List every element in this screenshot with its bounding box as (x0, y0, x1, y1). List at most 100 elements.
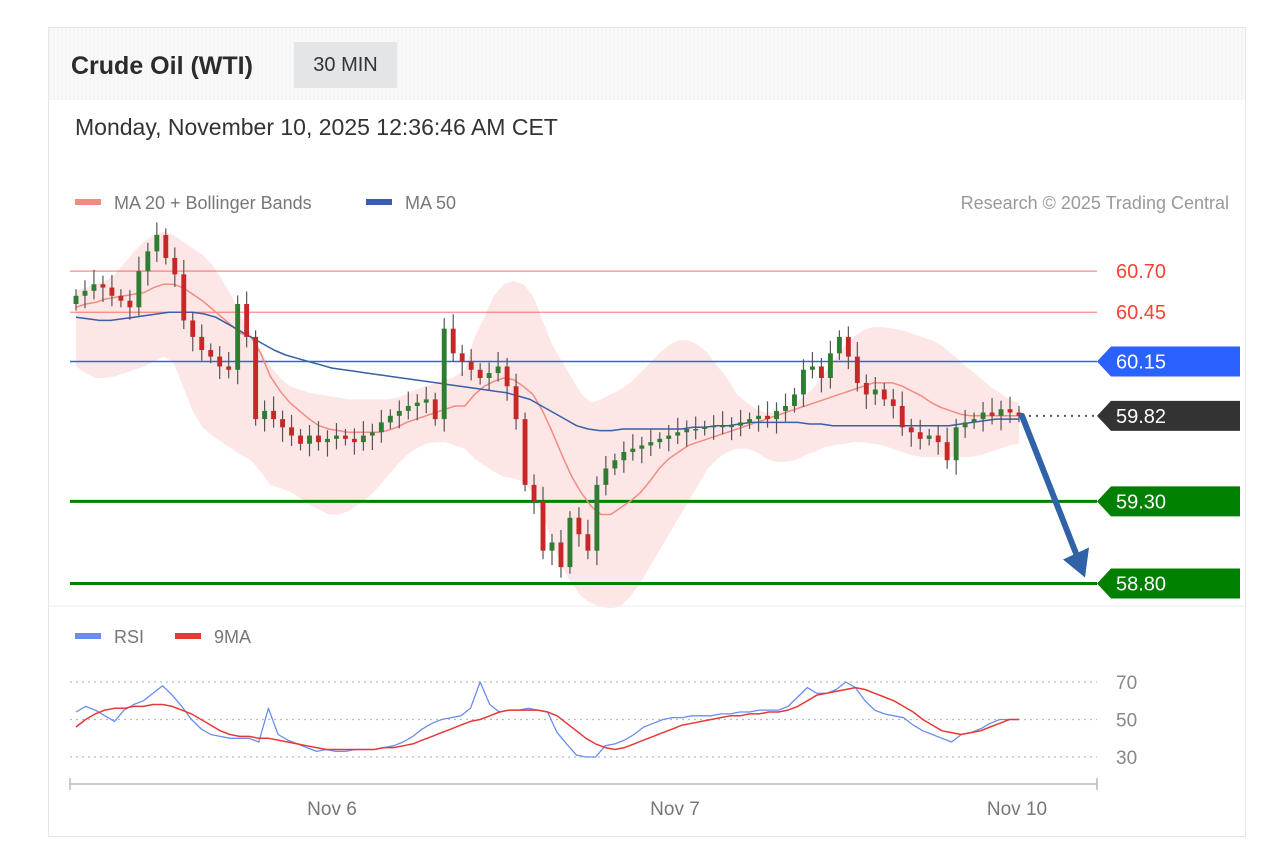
candle-body (316, 435, 321, 443)
ma20-legend-label: MA 20 + Bollinger Bands (114, 193, 312, 213)
candle-body (845, 336, 851, 357)
rsi-tick-label: 30 (1116, 748, 1137, 769)
candle-body (612, 460, 618, 469)
candle-body (702, 427, 708, 429)
candle-body (100, 284, 106, 288)
candle-body (747, 419, 753, 423)
ma20-legend-swatch (75, 199, 101, 205)
candle-body (513, 386, 519, 420)
candle-body (899, 405, 905, 428)
candle-body (783, 405, 788, 411)
candle-body (504, 366, 510, 387)
candle-body (190, 320, 196, 337)
candle-body (585, 534, 591, 551)
candle-body (271, 410, 277, 420)
candle-body (567, 517, 573, 568)
candle-body (989, 412, 995, 416)
candle-body (980, 412, 986, 420)
chart-datetime: Monday, November 10, 2025 12:36:46 AM CE… (75, 114, 558, 140)
candle-body (666, 435, 672, 439)
resistance-label: 60.45 (1116, 302, 1166, 324)
candle-body (450, 328, 456, 354)
candle-body (477, 369, 483, 378)
x-tick-label: Nov 6 (307, 799, 357, 820)
candle-body (226, 366, 232, 370)
rsi-legend-label: RSI (114, 627, 144, 647)
candle-body (863, 382, 869, 395)
candle-body (109, 287, 115, 296)
candle-body (459, 353, 465, 362)
candle-body (486, 373, 492, 378)
candle-body (396, 410, 402, 416)
candle-body (73, 295, 79, 304)
candle-body (917, 432, 923, 439)
candle-body (854, 356, 860, 383)
candle-body (235, 304, 241, 370)
candle-body (720, 425, 726, 428)
candle-body (774, 410, 779, 420)
candle-body (82, 290, 88, 296)
candle-body (818, 366, 824, 378)
candle-body (369, 432, 375, 436)
candle-body (765, 415, 770, 420)
candle-body (657, 438, 663, 443)
support-label: 58.80 (1116, 574, 1166, 596)
candle-body (127, 300, 133, 308)
candle-body (262, 410, 268, 420)
candle-body (208, 350, 214, 357)
x-tick-label: Nov 10 (987, 799, 1047, 820)
candle-body (809, 366, 815, 370)
candle-body (540, 501, 546, 551)
candle-body (711, 425, 717, 428)
candle-body (558, 542, 564, 568)
ma9-legend-label: 9MA (214, 627, 251, 647)
rsi-legend-swatch (75, 633, 101, 639)
candle-body (630, 448, 636, 452)
candle-body (387, 415, 393, 423)
forecast-arrow-head (1063, 547, 1089, 578)
current-label-tag (1097, 400, 1240, 431)
rsi-ma-line (75, 686, 1019, 751)
pivot-label-tag (1097, 346, 1240, 377)
candle-body (298, 435, 303, 444)
candle-body (801, 369, 806, 395)
candle-body (307, 435, 312, 444)
candle-body (621, 452, 627, 461)
candle-body (549, 542, 555, 551)
timeframe-button[interactable]: 30 MIN (294, 42, 397, 88)
candle-body (926, 435, 932, 439)
candle-body (531, 484, 537, 502)
rsi-line (75, 681, 1019, 758)
forecast-arrow (1019, 412, 1089, 578)
candle-body (441, 328, 447, 420)
candle-body (289, 427, 294, 436)
ma50-line (75, 311, 1019, 432)
candle-body (693, 428, 699, 431)
candle-body (998, 409, 1004, 416)
candle-body (378, 422, 384, 433)
candle-body (792, 394, 797, 406)
candle-body (836, 336, 842, 354)
ma50-legend-swatch (366, 199, 392, 205)
candle-body (181, 274, 187, 321)
candle-body (935, 435, 941, 443)
support-label: 59.30 (1116, 491, 1166, 513)
candle-body (432, 399, 438, 420)
candle-body (199, 336, 205, 351)
level-labels: 60.70 60.45 60.15 59.82 59.30 58.80 (1097, 261, 1240, 599)
candle-body (163, 234, 169, 258)
candle-body (944, 442, 950, 461)
pivot-label: 60.15 (1116, 352, 1166, 374)
copyright-text: Research © 2025 Trading Central (961, 193, 1229, 213)
candle-body (971, 419, 977, 423)
candle-body (1007, 409, 1013, 413)
candle-body (872, 389, 878, 395)
support-label-tag (1097, 486, 1240, 517)
candle-body (423, 399, 429, 403)
rsi-tick-label: 70 (1116, 673, 1137, 694)
candle-body (603, 468, 609, 485)
candle-body (684, 428, 690, 433)
price-levels (70, 270, 1097, 586)
x-axis: Nov 6 Nov 7 Nov 10 (69, 778, 1098, 820)
candle-body (729, 425, 735, 428)
